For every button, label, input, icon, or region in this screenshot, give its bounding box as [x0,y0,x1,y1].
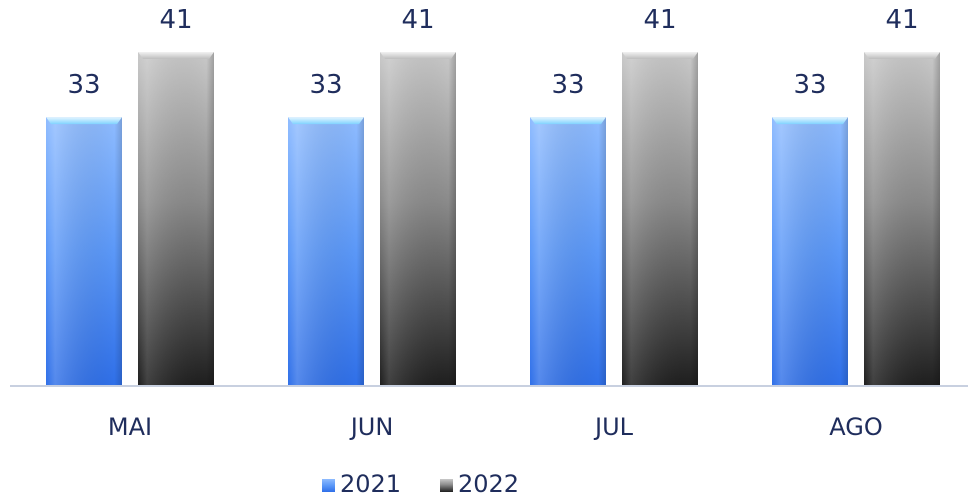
bar-cap-2021-mai [46,117,122,125]
bar-cap-2022-ago [864,52,940,59]
data-label-2021-ago: 33 [793,70,826,100]
bar-cap-2021-ago [772,117,848,125]
bar-shade-2022-jun [380,52,456,386]
legend: 2021 2022 [322,470,519,498]
legend-swatch-2022 [440,479,453,492]
data-label-2022-mai: 41 [159,5,192,35]
bar-cap-2021-jun [288,117,364,125]
data-label-2021-jul: 33 [551,70,584,100]
bar-shade-2021-mai [46,117,122,387]
bar-shade-2021-jul [530,117,606,387]
legend-label-2022: 2022 [458,470,519,498]
bar-cap-2021-jul [530,117,606,125]
legend-swatch-2021 [322,479,335,492]
bar-shade-2021-jun [288,117,364,387]
bar-shade-2022-mai [138,52,214,386]
bar-cap-2022-jul [622,52,698,59]
x-tick-label-ago: AGO [829,413,882,441]
bar-shade-2022-ago [864,52,940,386]
x-tick-label-jun: JUN [349,413,394,441]
data-label-2022-jul: 41 [643,5,676,35]
x-tick-label-jul: JUL [593,413,634,441]
data-label-2021-mai: 33 [67,70,100,100]
bar-cap-2022-jun [380,52,456,59]
bar-cap-2022-mai [138,52,214,59]
category-labels-layer: MAI JUN JUL AGO [108,413,883,441]
bar-shade-2021-ago [772,117,848,387]
value-labels-layer: 33 41 33 41 33 41 33 41 [67,5,918,100]
bar-shade-2022-jul [622,52,698,386]
bars-layer [46,52,940,387]
data-label-2022-jun: 41 [401,5,434,35]
legend-label-2021: 2021 [340,470,401,498]
data-label-2022-ago: 41 [885,5,918,35]
x-tick-label-mai: MAI [108,413,152,441]
data-label-2021-jun: 33 [309,70,342,100]
